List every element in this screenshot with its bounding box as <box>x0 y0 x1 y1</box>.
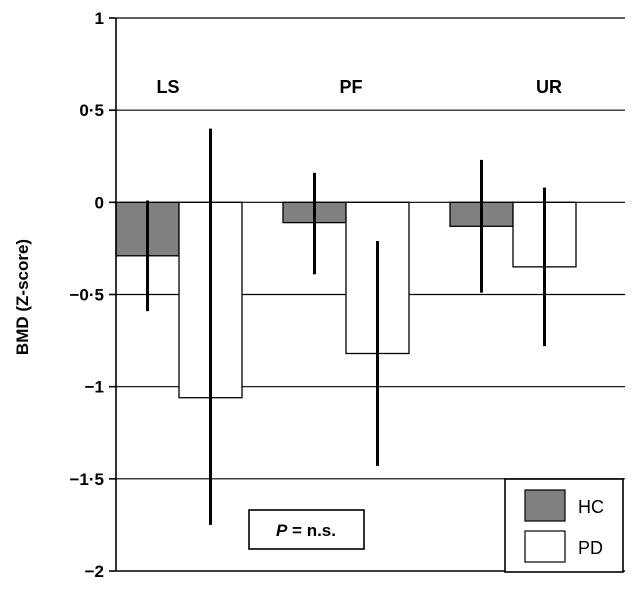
y-tick-label-5: −1·5 <box>70 470 105 489</box>
y-tick-label-2: 0 <box>95 193 104 212</box>
p-value-box <box>248 509 365 550</box>
p-value-text: P = n.s. <box>276 521 336 540</box>
legend-swatch-pd <box>524 530 566 563</box>
legend-label-hc: HC <box>578 497 604 517</box>
category-label-ur: UR <box>536 77 562 97</box>
y-tick-label-0: 1 <box>95 9 104 28</box>
p-value-rest: = n.s. <box>287 521 336 540</box>
y-tick-label-4: −1 <box>85 378 104 397</box>
p-value-symbol: P <box>276 521 288 540</box>
y-tick-label-1: 0·5 <box>79 101 104 120</box>
category-label-pf: PF <box>339 77 362 97</box>
p-value-annotation: P = n.s. <box>248 509 365 550</box>
y-tick-label-6: −2 <box>85 562 104 581</box>
y-tick-labels: 1 0·5 0 −0·5 −1 −1·5 −2 <box>70 9 105 581</box>
legend-label-pd: PD <box>578 538 603 558</box>
error-bars <box>146 128 546 525</box>
category-labels: LS PF UR <box>156 77 562 97</box>
y-tick-label-3: −0·5 <box>70 286 105 305</box>
legend-swatch-hc <box>524 489 566 522</box>
category-label-ls: LS <box>156 77 179 97</box>
legend: HC PD <box>504 478 624 573</box>
y-axis-label: BMD (Z-score) <box>13 239 32 355</box>
